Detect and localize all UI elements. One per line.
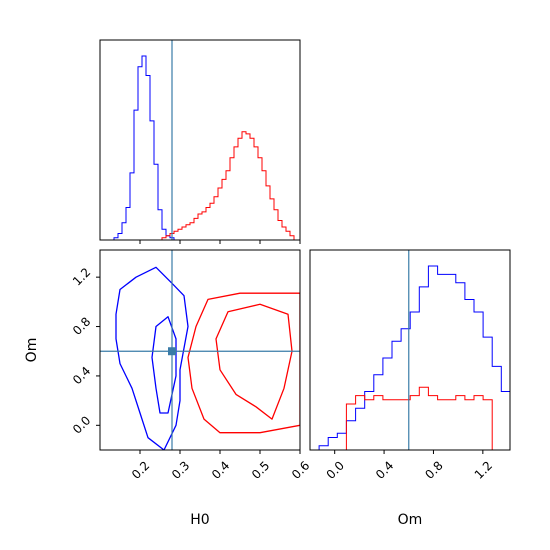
contour-series-a-outer — [115, 266, 189, 450]
om-histogram-series-a — [310, 265, 510, 450]
contour-series-b-inner — [215, 303, 293, 420]
h0-axis-label: H0 — [190, 512, 209, 528]
h0-histogram-series-a — [102, 55, 300, 240]
joint-panel-frame — [99, 249, 301, 451]
om-histogram-frame — [309, 249, 511, 451]
h0-top-ticks — [139, 240, 301, 244]
h0-histogram-panel — [99, 39, 301, 244]
truth-marker — [168, 347, 176, 356]
om-histogram-series-b — [310, 386, 510, 450]
contour-series-a-inner — [151, 316, 177, 414]
h0-histogram-series-b — [102, 131, 300, 240]
contour-series-b-outer — [187, 292, 300, 434]
h0-histogram-frame — [99, 39, 301, 241]
om-axis-label-left: Om — [24, 338, 40, 363]
contour-set — [115, 266, 300, 450]
om-axis-label-bottom: Om — [398, 512, 423, 528]
